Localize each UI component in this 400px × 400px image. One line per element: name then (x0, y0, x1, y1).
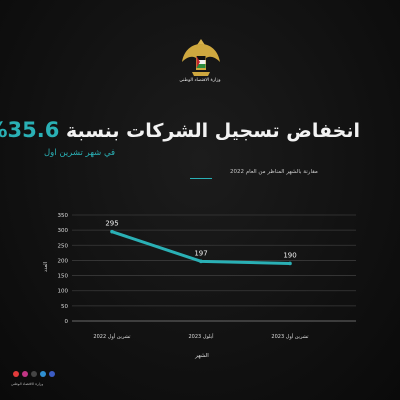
data-point (288, 261, 292, 266)
facebook-icon[interactable] (49, 371, 55, 377)
data-label: 190 (283, 251, 296, 259)
telegram-icon[interactable] (40, 371, 46, 377)
x-tick-label: تشرين أول 2022 (93, 333, 131, 340)
x-tick-label: تشرين أول 2023 (271, 333, 309, 340)
footer-ministry-name: وزارة الاقتصاد الوطني (11, 382, 44, 386)
chart-x-ticks: تشرين أول 2022 أيلول 2023 تشرين أول 2023 (93, 333, 309, 340)
data-point (199, 259, 203, 264)
headline-text: انخفاض تسجيل الشركات بنسبة (65, 120, 360, 142)
chart-y-ticks: 0 50 100 150 200 250 300 350 (58, 213, 69, 325)
social-icons (13, 371, 55, 377)
y-tick-label: 100 (58, 289, 69, 295)
y-tick-label: 0 (65, 319, 69, 325)
headline-percentage: 35.6% (0, 118, 60, 142)
x-tick-label: أيلول 2023 (189, 333, 215, 340)
headline: انخفاض تسجيل الشركات بنسبة 35.6% (0, 118, 360, 142)
chart-series (110, 229, 292, 266)
eagle-emblem-icon (182, 39, 220, 76)
x-axis-label: الشهر (194, 353, 209, 359)
youtube-icon[interactable] (13, 371, 19, 377)
chart-data-labels: 295 197 190 (105, 220, 296, 260)
y-tick-label: 350 (58, 213, 69, 219)
y-tick-label: 250 (58, 243, 69, 249)
instagram-icon[interactable] (22, 371, 28, 377)
chart-gridlines (72, 214, 356, 322)
y-tick-label: 300 (58, 228, 69, 234)
y-tick-label: 150 (58, 274, 69, 280)
subhead: في شهر تشرين اول (44, 148, 116, 158)
ministry-name: وزارة الاقتصاد الوطني (179, 78, 221, 83)
y-tick-label: 50 (61, 304, 68, 310)
comparison-note: مقارنة بالشهر المناظر من العام 2022 (230, 169, 318, 175)
data-label: 295 (105, 220, 118, 228)
data-label: 197 (194, 249, 207, 257)
x-icon[interactable] (31, 371, 37, 377)
accent-divider (190, 178, 212, 179)
line-chart: 0 50 100 150 200 250 300 350 العدد تشرين أول 20… (43, 213, 356, 359)
y-tick-label: 200 (58, 258, 69, 264)
data-point (110, 229, 114, 234)
series-line (111, 230, 291, 265)
y-axis-label: العدد (43, 262, 49, 272)
